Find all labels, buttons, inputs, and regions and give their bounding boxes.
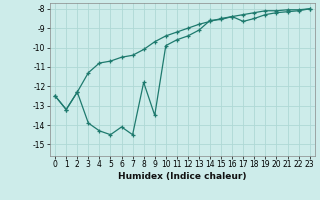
X-axis label: Humidex (Indice chaleur): Humidex (Indice chaleur) (118, 172, 247, 181)
